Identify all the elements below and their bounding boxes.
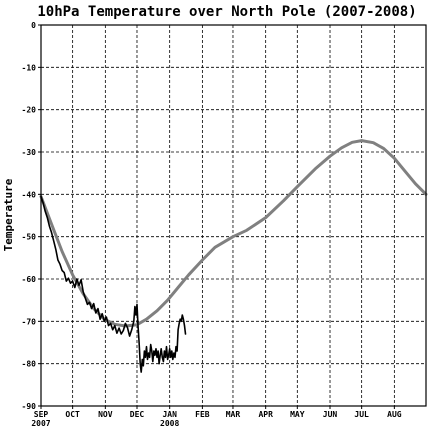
x-tick-label: MAR <box>226 410 241 419</box>
x-year-label: 2008 <box>160 419 179 428</box>
x-year-label: 2007 <box>31 419 50 428</box>
y-tick-label: -90 <box>22 402 37 411</box>
y-tick-label: 0 <box>31 21 36 30</box>
x-tick-label: JUN <box>323 410 338 419</box>
plot-frame <box>40 24 427 407</box>
y-tick-label: -30 <box>22 148 37 157</box>
y-axis-label: Temperature <box>2 178 15 251</box>
chart-title: 10hPa Temperature over North Pole (2007-… <box>37 4 416 20</box>
x-tick-label: APR <box>258 410 273 419</box>
x-tick-label: MAY <box>290 410 305 419</box>
y-tick-label: -70 <box>22 317 37 326</box>
x-tick-label: JUL <box>354 410 369 419</box>
grid-lines <box>38 24 426 409</box>
series-lines <box>39 139 428 373</box>
y-tick-labels: 0 -10 -20 -30 -40 -50 -60 -70 -80 -90 <box>22 21 37 411</box>
y-tick-label: -20 <box>22 106 37 115</box>
y-tick-label: -40 <box>22 190 37 199</box>
climatology-line <box>39 139 428 328</box>
x-tick-label: FEB <box>195 410 210 419</box>
x-tick-label: SEP <box>34 410 49 419</box>
x-tick-label: AUG <box>387 410 402 419</box>
y-tick-label: -80 <box>22 360 37 369</box>
y-tick-label: -50 <box>22 233 37 242</box>
x-tick-label: JAN <box>162 410 177 419</box>
observed-line <box>40 195 187 373</box>
x-tick-label: NOV <box>98 410 113 419</box>
y-tick-label: -60 <box>22 275 37 284</box>
y-tick-label: -10 <box>22 63 37 72</box>
x-tick-label: DEC <box>130 410 145 419</box>
x-tick-label: OCT <box>65 410 80 419</box>
